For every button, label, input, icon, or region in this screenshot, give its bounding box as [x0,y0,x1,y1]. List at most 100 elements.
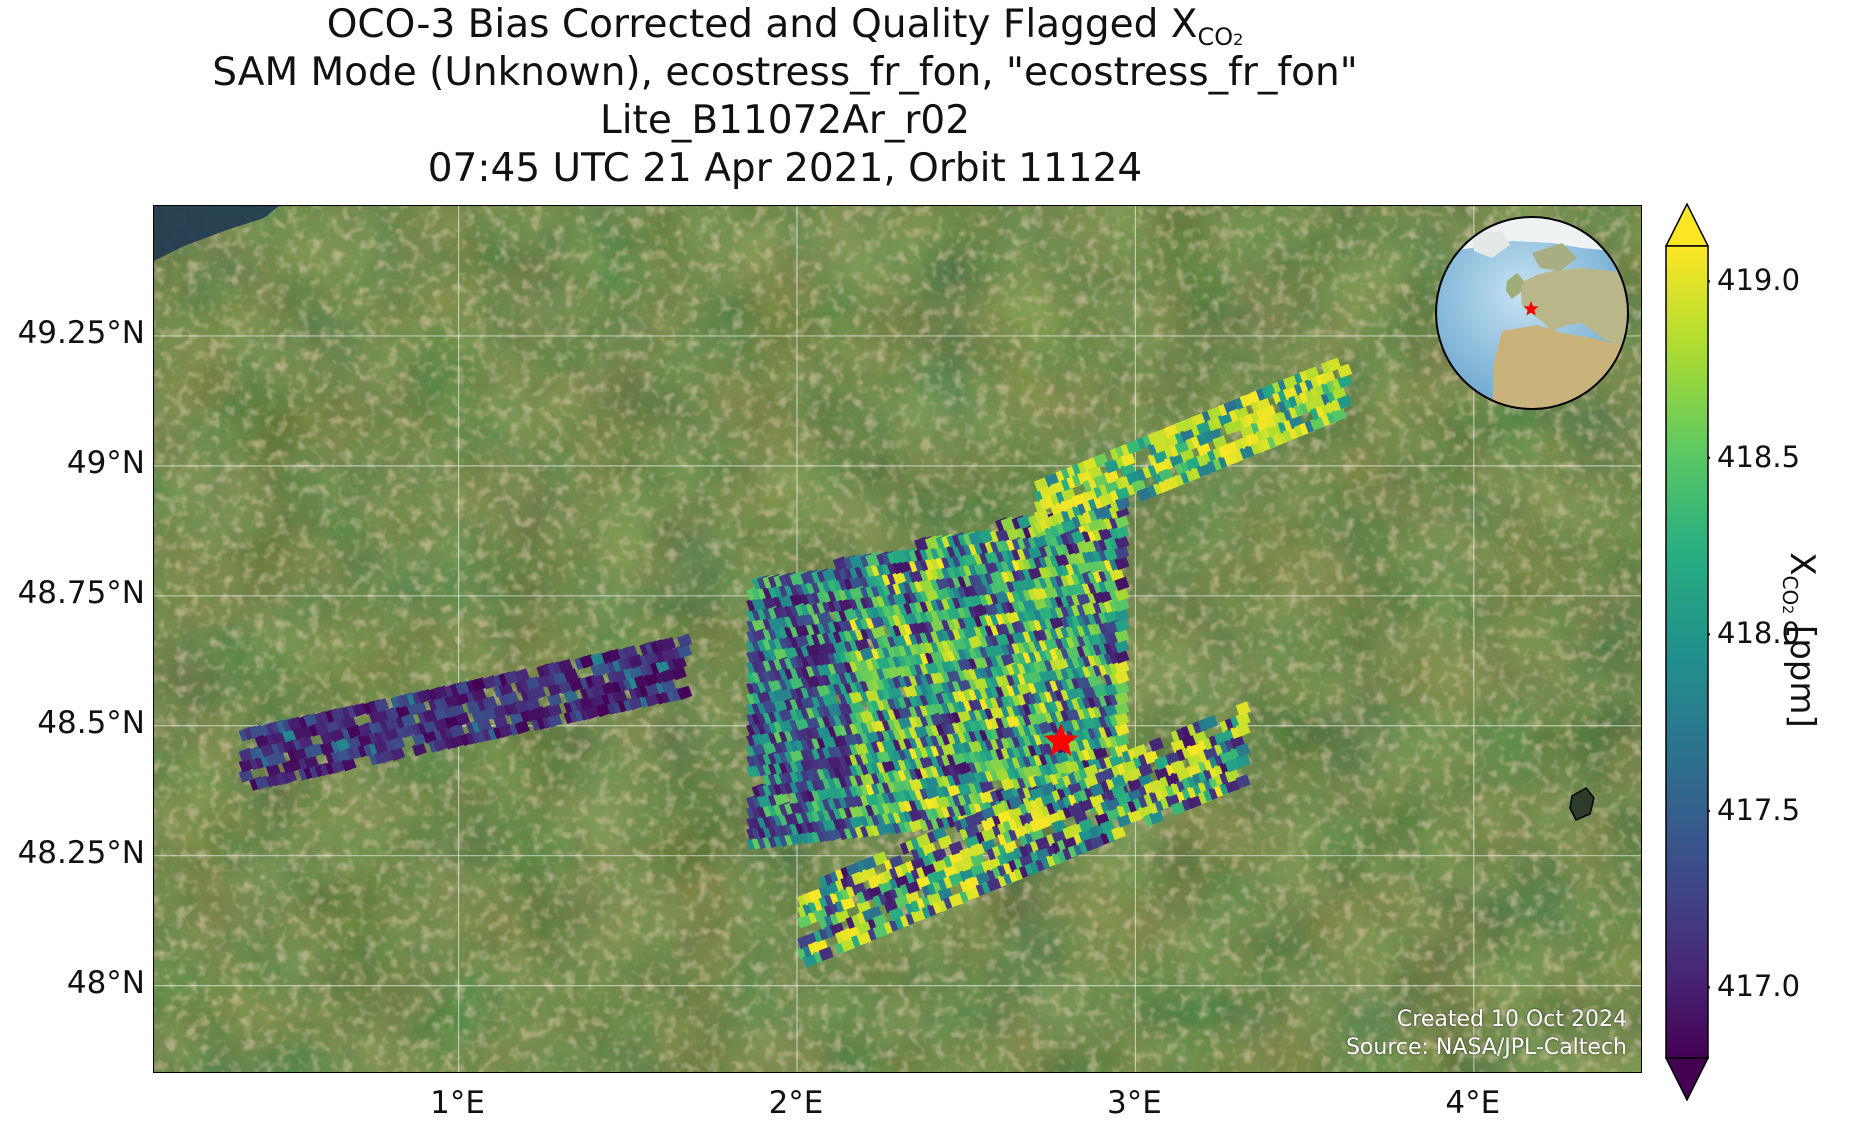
colorbar-min-extend [1665,1057,1710,1102]
target-marker-group [1043,723,1079,756]
sounding-cell [606,648,622,664]
lat-tick-label: 49°N [66,444,145,481]
sounding-cell [1203,714,1219,730]
sounding-cell [336,737,352,752]
sounding-cell [579,654,595,669]
sounding-cell [374,698,390,713]
sounding-cell [433,685,449,700]
sounding-cell [346,724,362,740]
sounding-cell [503,691,519,706]
sounding-cell [401,713,417,728]
map-panel: Created 10 Oct 2024 Source: NASA/JPL-Cal… [153,205,1642,1073]
globe-target-star-icon [1523,301,1539,316]
sounding-cell [471,677,487,692]
sounding-cell [455,711,471,727]
british-isles [1506,273,1524,299]
sounding-cell [585,705,601,720]
sounding-cell [1136,487,1152,502]
globe-outline [1435,216,1629,410]
greenland [1472,231,1510,258]
lat-tick-label: 48.25°N [17,834,145,871]
chart-title-line1: OCO-3 Bias Corrected and Quality Flagged… [0,2,1570,63]
sounding-cell [482,674,498,690]
lat-tick-label: 48.75°N [17,574,145,611]
colorbar-tick-label: 419.0 [1717,263,1801,298]
europe-landmass [1520,268,1628,353]
sounding-cell [514,668,530,683]
sounding-cell [531,685,547,700]
sounding-cell [390,736,406,751]
sounding-cell [498,723,514,739]
sea-patch [154,206,279,261]
sounding-cell [818,946,834,962]
colorbar-tick-label: 418.5 [1717,439,1801,474]
sounding-cell [449,723,465,738]
title-subscript: CO2 [1197,23,1244,51]
sounding-cell [596,702,612,718]
target-star-icon [1043,723,1079,756]
sounding-cell [530,706,547,721]
colorbar [1665,202,1710,1102]
sounding-cell [309,743,325,758]
sounding-cell [379,748,395,764]
lon-tick-label: 2°E [768,1085,824,1121]
sounding-cell [330,728,346,743]
sounding-cell [677,633,693,649]
sounding-cell [254,775,270,790]
sounding-cell [525,676,541,691]
sounding-cell [563,668,579,683]
sounding-cell [514,720,530,735]
sounding-cell [590,651,606,667]
sounding-cell [596,661,612,676]
sounding-cell [1114,576,1130,592]
sounding-cell [303,712,319,728]
sounding-cell [660,668,676,683]
sounding-cell [1125,439,1141,455]
lon-tick-label: 3°E [1106,1085,1162,1121]
sounding-cell [1111,825,1127,841]
sounding-cell [622,645,639,660]
sounding-cell [1170,801,1186,816]
sounding-cell [1235,701,1251,716]
sounding-cell [298,734,314,750]
sounding-cell [558,658,574,674]
credits-box: Created 10 Oct 2024 Source: NASA/JPL-Cal… [1346,1006,1627,1062]
colorbar-tick-label: 417.5 [1717,792,1801,827]
sounding-cell [260,742,276,758]
colorbar-tick-marks [1708,280,1710,989]
sounding-cell [514,699,530,714]
sounding-cell [970,842,986,857]
colorbar-tick-label: 418.0 [1717,616,1801,651]
lon-tick-label: 1°E [430,1085,485,1121]
lat-tick-label: 48°N [66,964,145,1001]
sounding-cell [352,702,368,718]
sounding-cell [493,703,509,719]
created-date: Created 10 Oct 2024 [1396,1007,1627,1032]
sounding-cell [677,685,693,701]
chart-title-line4: 07:45 UTC 21 Apr 2021, Orbit 11124 [427,146,1143,191]
sounding-cell [1224,757,1240,773]
sounding-cell [1235,774,1251,789]
sounding-cell [1337,363,1353,379]
sounding-cell [503,670,519,685]
lon-tick-label: 4°E [1445,1085,1501,1121]
chart-title-line3: Lite_B11072Ar_r02 [599,98,971,143]
chart-title-line2: SAM Mode (Unknown), ecostress_fr_fon, "e… [212,50,1358,95]
sounding-cell [822,692,838,707]
xco2-soundings [238,357,1353,968]
colorbar-label: XCO2 [ppm] [1778,552,1822,728]
map-canvas [154,206,1641,1072]
sounding-cell [628,654,644,669]
sounding-cell [417,688,433,704]
sounding-cell [249,724,265,740]
data-source: Source: NASA/JPL-Caltech [1345,1035,1627,1060]
sounding-cell [292,725,308,741]
lat-tick-label: 49.25°N [17,314,145,351]
sounding-cell [254,733,270,749]
scandinavia [1532,243,1577,271]
sounding-cell [964,813,980,828]
sounding-cell [238,747,254,763]
sounding-cell [482,695,498,711]
inset-globe [1435,216,1629,410]
sounding-cell [1148,737,1164,752]
